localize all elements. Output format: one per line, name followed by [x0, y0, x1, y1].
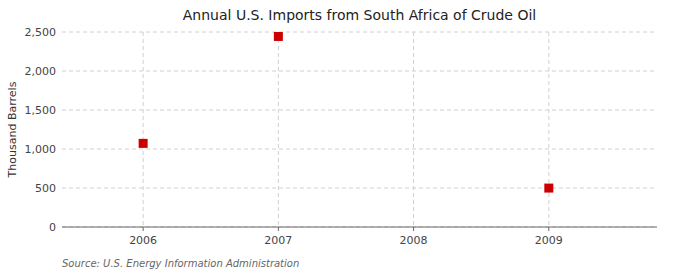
grid-line: [62, 71, 657, 72]
y-tick-label: 1,500: [25, 104, 57, 117]
axes: 0 500 1,000 1,500 2,000 2,500 2006 2007 2008 2009: [25, 26, 658, 247]
title: Annual U.S. Imports from South Africa of…: [183, 7, 536, 23]
x-tick-label: 2006: [129, 234, 157, 247]
x-tick: [548, 227, 549, 231]
grid-line: [413, 32, 414, 227]
point: [139, 139, 148, 148]
chart: Annual U.S. Imports from South Africa of…: [0, 0, 675, 275]
x-axis-line: [62, 227, 657, 228]
y-axis-label: Thousand Barrels: [6, 81, 19, 178]
grid-line: [62, 149, 657, 150]
x-tick: [413, 227, 414, 231]
source-note: Source: U.S. Energy Information Administ…: [62, 258, 299, 269]
grid-line: [278, 32, 279, 227]
y-tick-label: 500: [35, 182, 56, 195]
grid: [62, 32, 657, 227]
x-tick-label: 2009: [535, 234, 563, 247]
point: [274, 32, 283, 41]
grid-line: [62, 227, 657, 228]
x-tick: [143, 227, 144, 231]
points: [139, 32, 554, 193]
x-tick: [278, 227, 279, 231]
grid-line: [62, 188, 657, 189]
grid-line: [143, 32, 144, 227]
grid-line: [62, 110, 657, 111]
grid-line: [62, 32, 657, 33]
y-tick-label: 1,000: [25, 143, 57, 156]
x-tick-label: 2008: [400, 234, 428, 247]
y-tick-label: 0: [49, 221, 56, 234]
x-tick-label: 2007: [264, 234, 292, 247]
y-tick-label: 2,500: [25, 26, 57, 39]
point: [544, 184, 553, 193]
y-tick-label: 2,000: [25, 65, 57, 78]
grid-line: [548, 32, 549, 227]
